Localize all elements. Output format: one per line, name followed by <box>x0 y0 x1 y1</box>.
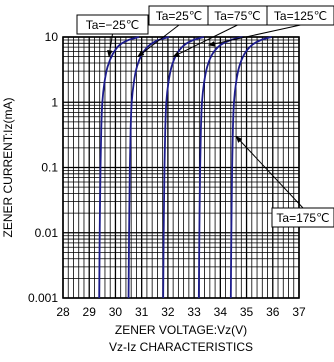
y-tick-label: 10 <box>45 30 59 44</box>
series-line-3 <box>197 36 243 299</box>
series-line-4 <box>229 36 272 299</box>
x-tick-label: 37 <box>292 305 306 319</box>
annotation-label: Ta=25℃ <box>156 9 203 23</box>
series-line-0 <box>98 36 140 299</box>
annotation-arrow <box>107 33 113 58</box>
x-tick-label: 36 <box>266 305 280 319</box>
annotation-arrow <box>235 135 304 209</box>
annotations: Ta=−25℃ Ta=25℃ Ta=75℃ Ta=125℃ Ta=175℃ <box>76 5 334 228</box>
x-tick-label: 35 <box>240 305 254 319</box>
annotation-arrow <box>207 24 301 47</box>
series-line-2 <box>162 36 205 299</box>
y-tick-label: 0.001 <box>28 291 58 305</box>
plot-frame <box>62 36 300 299</box>
x-axis-label: ZENER VOLTAGE:Vz(V) <box>115 323 247 337</box>
annotation-box <box>76 14 149 35</box>
y-tick-label: 0.1 <box>41 161 58 175</box>
y-axis-label: ZENER CURRENT:Iz(mA) <box>1 97 15 237</box>
x-tick-label: 30 <box>109 305 123 319</box>
x-tick-label: 32 <box>161 305 175 319</box>
annotation-label: Ta=−25℃ <box>86 18 140 32</box>
annotation-label: Ta=75℃ <box>214 9 261 23</box>
annotation-arrow <box>172 24 238 58</box>
x-tick-label: 34 <box>214 305 228 319</box>
series-line-1 <box>127 36 170 299</box>
series-group <box>98 36 272 299</box>
annotation-label: Ta=175℃ <box>276 211 329 225</box>
x-tick-labels: 28 29 30 31 32 33 34 35 36 37 <box>56 305 306 319</box>
x-tick-label: 33 <box>187 305 201 319</box>
grid <box>62 36 300 299</box>
x-tick-label: 31 <box>135 305 149 319</box>
y-tick-labels: 0.001 0.01 0.1 1 10 <box>28 30 58 305</box>
annotation-box <box>271 207 334 228</box>
annotation-label: Ta=125℃ <box>274 9 327 23</box>
annotation-arrow <box>137 24 180 58</box>
chart-title: Vz-Iz CHARACTERISTICS <box>109 340 253 354</box>
y-tick-label: 0.01 <box>35 226 59 240</box>
x-tick-label: 29 <box>83 305 97 319</box>
annotation-box <box>266 5 334 26</box>
y-tick-label: 1 <box>51 95 58 109</box>
x-tick-label: 28 <box>56 305 70 319</box>
